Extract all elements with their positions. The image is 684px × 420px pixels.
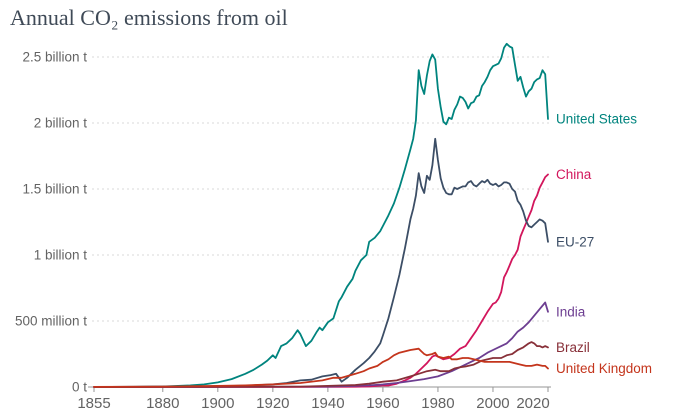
series-line-eu-27[interactable] — [93, 137, 549, 388]
x-axis-tick-label: 2020 — [516, 395, 549, 412]
series-label-india[interactable]: India — [556, 304, 586, 319]
y-axis-tick-label: 2 billion t — [34, 116, 88, 131]
series-label-eu-27[interactable]: EU-27 — [556, 234, 594, 249]
series-line-brazil[interactable] — [93, 341, 549, 388]
x-axis-tick-label: 1900 — [201, 395, 234, 412]
x-axis-tick-label: 1855 — [77, 395, 110, 412]
y-axis-tick-label: 0 t — [72, 380, 87, 395]
x-axis-tick-label: 1940 — [311, 395, 344, 412]
y-axis-tick-label: 1.5 billion t — [22, 182, 87, 197]
x-axis-tick-label: 1980 — [421, 395, 454, 412]
series-label-united-states[interactable]: United States — [556, 112, 637, 127]
series-line-united-states[interactable] — [93, 42, 549, 388]
series-label-united-kingdom[interactable]: United Kingdom — [556, 361, 652, 376]
series-label-brazil[interactable]: Brazil — [556, 340, 590, 355]
x-axis-tick-label: 1920 — [256, 395, 289, 412]
series-line-india[interactable] — [93, 301, 549, 388]
x-axis-tick-label: 1880 — [146, 395, 179, 412]
y-axis-tick-label: 1 billion t — [34, 248, 88, 263]
chart-title: Annual CO₂ emissions from oil — [10, 5, 288, 30]
series-label-china[interactable]: China — [556, 167, 592, 182]
x-axis-tick-label: 1960 — [366, 395, 399, 412]
x-axis-tick-label: 2000 — [476, 395, 509, 412]
series-line-china[interactable] — [93, 173, 549, 388]
y-axis-tick-label: 2.5 billion t — [22, 50, 87, 65]
series-line-united-kingdom[interactable] — [93, 347, 549, 388]
y-axis-tick-label: 500 million t — [15, 314, 87, 329]
